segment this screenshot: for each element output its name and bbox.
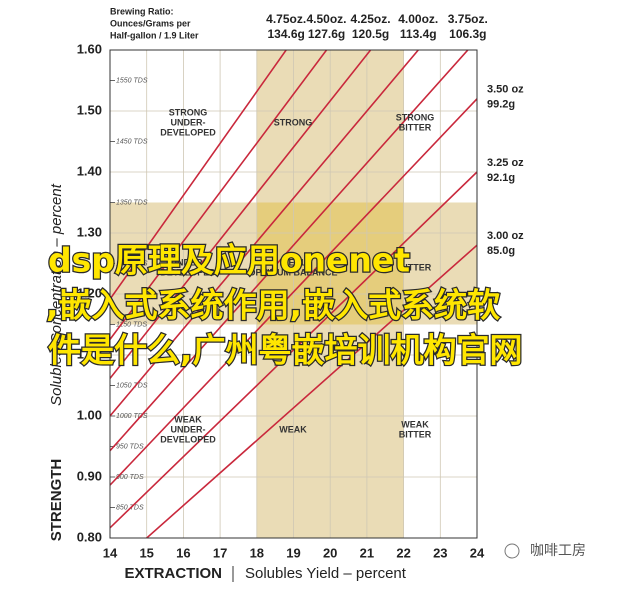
- region-label: STRONG: [396, 112, 435, 122]
- y-tick-label: 1.50: [77, 102, 102, 117]
- plot-frame: [109, 49, 478, 539]
- x-tick-label: 17: [213, 545, 227, 560]
- tds-label: 1000 TDS: [116, 413, 148, 420]
- x-axis-title: Solubles Yield – percent: [245, 565, 407, 582]
- x-tick-label: 20: [323, 545, 337, 560]
- ratio-line: [110, 50, 469, 452]
- header: Half-gallon / 1.9 Liter: [110, 30, 199, 40]
- ratio-lines: [110, 50, 477, 538]
- y-axis-strong: STRENGTH: [48, 459, 65, 542]
- overlay-text: dsp原理及应用onenet: [48, 241, 410, 280]
- ratio-line: [110, 50, 372, 379]
- region-label: DEVELOPED: [160, 267, 216, 277]
- y-tick-label: 1.30: [77, 224, 102, 239]
- ratio-line: [145, 244, 477, 538]
- y-tick-label: 1.40: [77, 163, 102, 178]
- ratio-oz: 3.75oz.: [448, 12, 488, 26]
- region-label: WEAK: [401, 419, 429, 429]
- ratio-g: 92.1g: [487, 172, 515, 184]
- tds-label: 950 TDS: [116, 443, 144, 450]
- region-label: OPTIMUM BALANCE: [249, 267, 338, 277]
- region-label: WEAK: [279, 424, 307, 434]
- region-label: DEVELOPED: [160, 127, 216, 137]
- overlay-text: ,嵌入式系统作用,嵌入式系统软: [46, 286, 500, 325]
- ratio-oz: 4.25oz.: [351, 12, 391, 26]
- region-label: UNDER-: [171, 257, 206, 267]
- watermark: 咖啡工房: [530, 543, 586, 559]
- region-label: WEAK: [174, 414, 202, 424]
- x-tick-label: 19: [286, 545, 300, 560]
- region-label: BITTER: [399, 122, 432, 132]
- ratio-g: 99.2g: [487, 99, 515, 111]
- tds-label: 1550 TDS: [116, 77, 148, 84]
- watermark-icon: [504, 543, 520, 559]
- region-label: BITTER: [399, 429, 432, 439]
- y-tick-label: 1.20: [77, 285, 102, 300]
- tds-label: 1150 TDS: [116, 321, 147, 328]
- x-axis-strong: EXTRACTION: [125, 565, 223, 582]
- tds-label: 1050 TDS: [116, 382, 148, 389]
- y-axis-title: Solubles Concentration – percent: [48, 183, 65, 406]
- ratio-g: 85.0g: [487, 245, 515, 257]
- ratio-oz: 3.50 oz: [487, 84, 524, 96]
- ratio-oz: 3.00 oz: [487, 230, 524, 242]
- x-tick-label: 23: [433, 545, 447, 560]
- region-label: STRONG: [169, 107, 208, 117]
- x-tick-label: 18: [250, 545, 264, 560]
- region-label: IDEAL: [280, 257, 308, 267]
- ratio-g: 134.6g: [267, 27, 304, 41]
- x-tick-label: 14: [103, 545, 118, 560]
- ratio-g: 113.4g: [400, 27, 437, 41]
- ratio-line: [110, 50, 328, 340]
- tds-label: 1250 TDS: [116, 260, 148, 267]
- x-tick-label: 16: [176, 545, 190, 560]
- ratio-g: 120.5g: [352, 27, 389, 41]
- x-tick-label: 22: [396, 545, 410, 560]
- region-label: STRONG: [274, 117, 313, 127]
- tds-label: 900 TDS: [116, 474, 144, 481]
- y-tick-label: 1.60: [77, 41, 102, 56]
- y-tick-label: 1.00: [77, 407, 102, 422]
- ratio-line: [110, 98, 477, 486]
- overlay-text: 件是什么,广州粤嵌培训机构官网: [48, 331, 523, 370]
- region-label: UNDER-: [171, 117, 206, 127]
- ratio-oz: 4.75oz.: [266, 12, 306, 26]
- x-tick-label: 24: [470, 545, 485, 560]
- ratio-g: 106.3g: [449, 27, 486, 41]
- ratio-line: [110, 50, 288, 300]
- header: Brewing Ratio:: [110, 6, 174, 16]
- ratio-oz: 4.00oz.: [398, 12, 438, 26]
- region-label: BITTER: [399, 262, 432, 272]
- region-label: DEVELOPED: [160, 434, 216, 444]
- header: Ounces/Grams per: [110, 18, 191, 28]
- ratio-line: [110, 50, 420, 417]
- ratio-oz: 3.25 oz: [487, 157, 524, 169]
- y-tick-label: 1.10: [77, 346, 102, 361]
- x-tick-label: 21: [360, 545, 374, 560]
- y-tick-label: 0.80: [77, 529, 102, 544]
- region-label: UNDER-: [171, 424, 206, 434]
- x-tick-label: 15: [139, 545, 153, 560]
- y-tick-label: 0.90: [77, 468, 102, 483]
- tds-label: 1450 TDS: [116, 138, 148, 145]
- ratio-oz: 4.50oz.: [307, 12, 347, 26]
- tds-label: 1350 TDS: [116, 199, 148, 206]
- ratio-g: 127.6g: [308, 27, 345, 41]
- ratio-line: [110, 171, 477, 529]
